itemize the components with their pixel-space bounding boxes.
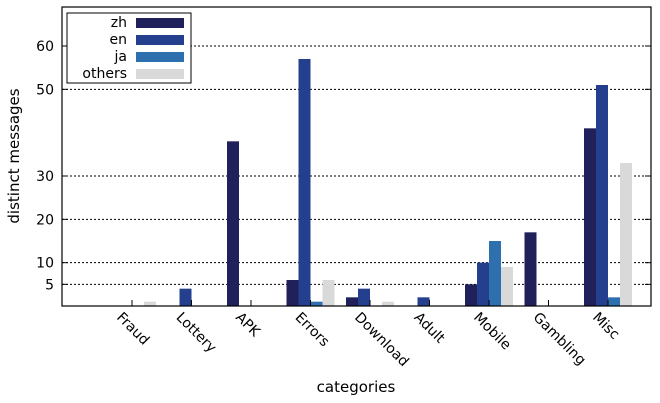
y-tick-label: 60 [36,39,54,55]
legend-label-ja: ja [114,49,127,65]
bar-ja-mobile [489,241,501,306]
y-tick-label: 50 [36,82,54,98]
legend-swatch-ja [136,52,184,62]
x-tick-label: APK [232,310,263,341]
bar-others-mobile [501,267,513,306]
bar-zh-apk [227,141,239,306]
y-axis-label: distinct messages [5,88,23,223]
bar-en-errors [298,59,311,306]
y-tick-label: 30 [36,169,54,185]
bar-en-lottery [179,288,192,306]
bar-en-adult [417,297,430,306]
bar-zh-errors [286,280,299,306]
y-tick-label: 5 [45,277,54,293]
bar-en-misc [596,85,608,306]
x-tick-label: Misc [589,310,622,343]
y-tick-label: 20 [36,212,54,228]
plot-frame [61,6,652,307]
legend-swatch-zh [136,18,184,28]
x-tick-label: Adult [411,310,448,347]
y-tick-label: 10 [36,256,54,272]
bar-zh-download [346,297,358,306]
bars [144,59,632,306]
x-tick-label: Fraud [113,310,152,349]
x-tick-label: Gambling [530,310,589,369]
bar-en-mobile [477,262,489,306]
bar-zh-gambling [524,232,537,306]
x-tick-label: Lottery [173,310,220,357]
bar-others-download [382,301,394,306]
x-axis-label: categories [317,378,396,396]
legend-label-zh: zh [111,15,127,31]
bar-ja-misc [608,297,620,306]
x-tick-label: Mobile [470,310,514,354]
bar-ja-errors [310,301,323,306]
bar-others-errors [322,280,335,306]
legend-swatch-others [136,69,184,79]
bar-en-download [358,288,370,306]
bar-zh-misc [584,128,596,306]
x-tick-label: Errors [292,310,333,351]
bar-others-fraud [144,301,156,306]
x-tick-label: Download [351,310,412,371]
y-axis-ticks: 5 10 20 30 50 60 [36,39,651,293]
bar-others-misc [620,163,632,306]
legend-label-en: en [110,32,128,48]
legend-label-others: others [82,66,127,82]
legend-swatch-en [136,35,184,45]
bar-zh-mobile [465,284,477,306]
